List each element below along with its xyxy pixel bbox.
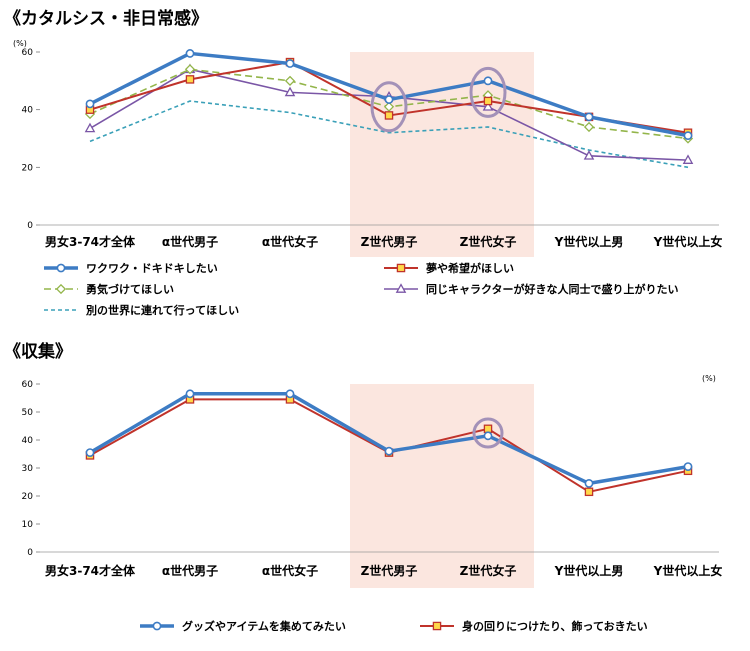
legend-item: 身の回りにつけたり、飾っておきたい — [420, 619, 648, 633]
x-category-label: Y世代以上男 — [554, 563, 624, 578]
chart-title-collection: 《収集》 — [4, 341, 72, 362]
x-category-label: α世代女子 — [262, 563, 318, 578]
x-category-label: Y世代以上女 — [653, 563, 723, 578]
chart-1: 0 10 20 30 40 50 60 男女3-74才全体 α世代男子 α世代女子 Z世代男子 Z世代… — [22, 380, 723, 633]
data-point — [383, 101, 395, 112]
data-point — [384, 111, 394, 120]
x-category-label: Y世代以上男 — [554, 234, 624, 249]
data-point — [482, 101, 494, 111]
data-point — [285, 59, 295, 68]
legend-item: 別の世界に連れて行ってほしい — [44, 303, 239, 317]
x-category-label: Y世代以上女 — [653, 234, 723, 249]
x-category-label: α世代女子 — [262, 234, 318, 249]
data-point — [384, 446, 394, 456]
x-category-label: Z世代男子 — [361, 563, 418, 578]
legend-swatch-marker — [396, 263, 406, 273]
legend-item: ワクワク・ドキドキしたい — [44, 262, 218, 275]
legend-swatch-marker — [55, 283, 67, 295]
data-point — [284, 86, 296, 97]
data-point — [85, 448, 95, 457]
highlight-band — [350, 384, 534, 588]
y-tick-label: 50 — [22, 408, 34, 418]
y-tick-label: 0 — [27, 221, 33, 231]
y-unit-label-collection: (%) — [702, 374, 716, 383]
data-point — [285, 389, 295, 399]
x-category-label: α世代男子 — [162, 563, 218, 578]
data-point — [384, 95, 394, 104]
data-point — [185, 75, 195, 84]
x-category-label: Z世代男子 — [361, 234, 418, 249]
data-point — [84, 122, 96, 133]
chart-0: 0 20 40 60 男女3-74才全体 α世代男子 α世代女子 Z世代男子 Z世代女子 Y世代以… — [22, 48, 723, 317]
data-point — [483, 96, 493, 106]
highlight-band — [350, 52, 534, 257]
data-point — [583, 121, 595, 133]
highlight-circle — [370, 81, 408, 133]
highlight-circle — [469, 66, 507, 118]
y-tick-label: 40 — [22, 436, 34, 446]
data-point — [584, 112, 594, 122]
data-point — [683, 462, 693, 471]
data-point — [483, 431, 493, 441]
legend-swatch-marker — [56, 263, 66, 273]
y-tick-label: 60 — [22, 380, 34, 390]
data-point — [284, 75, 296, 86]
legend-label: 夢や希望がほしい — [426, 261, 514, 275]
legend-label: 別の世界に連れて行ってほしい — [85, 303, 239, 317]
x-category-label: 男女3-74才全体 — [45, 234, 136, 249]
data-point — [483, 424, 493, 434]
legend-swatch-marker — [432, 621, 442, 631]
data-point — [683, 131, 693, 141]
y-tick-label: 20 — [22, 163, 34, 173]
chart-title-catharsis: 《カタルシス・非日常感》 — [4, 8, 208, 29]
data-point — [583, 150, 595, 160]
data-point — [85, 99, 95, 109]
y-tick-label: 0 — [27, 548, 33, 558]
legend-label: ワクワク・ドキドキしたい — [86, 262, 218, 275]
data-point — [682, 154, 694, 164]
y-tick-label: 30 — [22, 464, 34, 474]
data-point — [185, 49, 195, 58]
highlight-circle — [472, 417, 504, 449]
legend-item: 勇気づけてほしい — [44, 282, 174, 296]
legend-swatch-marker — [395, 283, 407, 293]
legend-swatch-marker — [152, 621, 162, 631]
series-line-4 — [89, 100, 689, 169]
y-tick-label: 40 — [22, 106, 34, 116]
data-point — [483, 76, 493, 86]
y-tick-label: 20 — [22, 492, 34, 502]
legend-item: 夢や希望がほしい — [384, 261, 514, 275]
legend-label: 勇気づけてほしい — [86, 282, 174, 296]
legend-item: グッズやアイテムを集めてみたい — [140, 619, 346, 633]
legend-item: 同じキャラクターが好きな人同士で盛り上がりたい — [384, 282, 679, 296]
data-point — [584, 478, 594, 488]
y-unit-label-catharsis: (%) — [13, 39, 27, 48]
x-category-label: α世代男子 — [162, 234, 218, 249]
x-category-label: 男女3-74才全体 — [45, 563, 136, 578]
x-category-label: Z世代女子 — [460, 234, 517, 249]
y-tick-label: 60 — [22, 48, 34, 58]
x-category-label: Z世代女子 — [460, 563, 517, 578]
legend-label: グッズやアイテムを集めてみたい — [182, 619, 346, 633]
legend-label: 身の回りにつけたり、飾っておきたい — [462, 619, 648, 633]
data-point — [184, 64, 196, 75]
data-point — [185, 389, 195, 399]
legend-label: 同じキャラクターが好きな人同士で盛り上がりたい — [426, 282, 679, 296]
data-point — [584, 487, 594, 497]
y-tick-label: 10 — [22, 520, 34, 530]
